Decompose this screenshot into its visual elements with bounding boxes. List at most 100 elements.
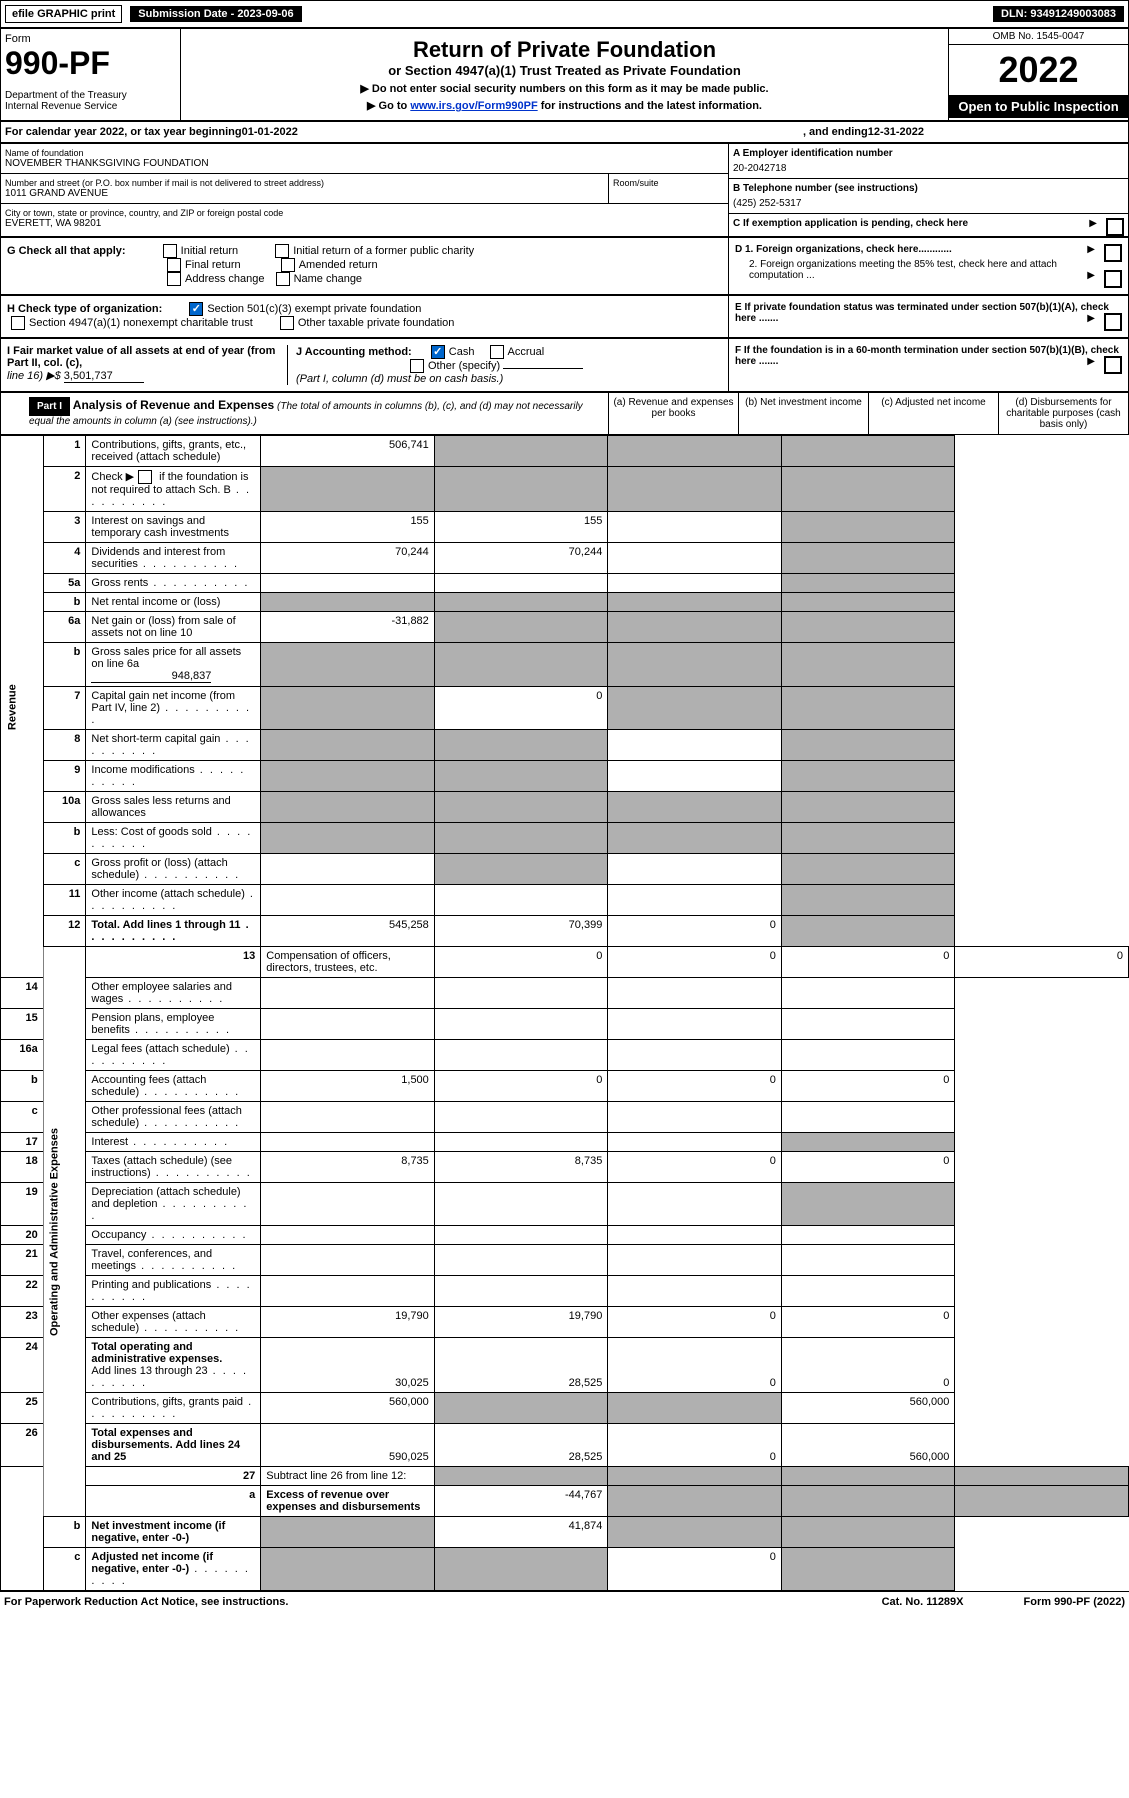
l9-c	[608, 761, 782, 792]
l16a-a	[261, 1040, 435, 1071]
l14-desc: Other employee salaries and wages	[86, 978, 261, 1009]
revenue-side: Revenue	[1, 436, 44, 978]
l22-desc: Printing and publications	[86, 1276, 261, 1307]
c-checkbox[interactable]	[1106, 218, 1124, 236]
g-address-cb[interactable]	[167, 272, 181, 286]
l3-desc: Interest on savings and temporary cash i…	[86, 512, 261, 543]
line-no: b	[43, 643, 86, 687]
instr-post: for instructions and the latest informat…	[538, 100, 762, 112]
l27b-a	[261, 1517, 435, 1548]
l24-c: 0	[608, 1338, 782, 1393]
l14-d	[781, 978, 955, 1009]
g-name-cb[interactable]	[276, 272, 290, 286]
e-cb[interactable]	[1104, 313, 1122, 331]
l12-b: 70,399	[434, 916, 608, 947]
g-o6: Name change	[294, 273, 363, 285]
line-no: a	[86, 1486, 261, 1517]
d1-cb[interactable]	[1104, 244, 1122, 262]
l18-b: 8,735	[434, 1152, 608, 1183]
l27-a	[434, 1467, 608, 1486]
form-header: Form 990-PF Department of the Treasury I…	[0, 28, 1129, 121]
j-cash-cb[interactable]	[431, 345, 445, 359]
l10a-c	[608, 792, 782, 823]
table-row: 23Other expenses (attach schedule)19,790…	[1, 1307, 1129, 1338]
dln: DLN: 93491249003083	[993, 6, 1124, 22]
efile-badge[interactable]: efile GRAPHIC print	[5, 5, 122, 23]
table-row: 4Dividends and interest from securities7…	[1, 543, 1129, 574]
l11-text: Other income (attach schedule)	[91, 888, 244, 900]
l7-d	[781, 687, 955, 730]
l6a-desc: Net gain or (loss) from sale of assets n…	[86, 612, 261, 643]
d1-label: D 1. Foreign organizations, check here..…	[735, 244, 952, 255]
h-o3: Other taxable private foundation	[298, 317, 455, 329]
g-final-cb[interactable]	[167, 258, 181, 272]
line-no: 3	[43, 512, 86, 543]
f-cb[interactable]	[1104, 356, 1122, 374]
city-state-zip: EVERETT, WA 98201	[5, 218, 724, 229]
l25-b	[434, 1393, 608, 1424]
l2-d	[781, 467, 955, 512]
l12-d	[781, 916, 955, 947]
table-row: 8Net short-term capital gain	[1, 730, 1129, 761]
g-initial-cb[interactable]	[163, 244, 177, 258]
l24-d: 0	[781, 1338, 955, 1393]
l10b-text: Less: Cost of goods sold	[91, 826, 211, 838]
d2-cb[interactable]	[1104, 270, 1122, 288]
line-no: b	[43, 823, 86, 854]
table-row: Operating and Administrative Expenses 13…	[1, 947, 1129, 978]
l5a-desc: Gross rents	[86, 574, 261, 593]
l14-c	[608, 978, 782, 1009]
line-no: 5a	[43, 574, 86, 593]
table-row: bGross sales price for all assets on lin…	[1, 643, 1129, 687]
h-o2: Section 4947(a)(1) nonexempt charitable …	[29, 317, 253, 329]
l1-desc: Contributions, gifts, grants, etc., rece…	[86, 436, 261, 467]
l1-a: 506,741	[261, 436, 435, 467]
l25-a: 560,000	[261, 1393, 435, 1424]
l27b-desc: Net investment income (if negative, ente…	[86, 1517, 261, 1548]
j-accrual-cb[interactable]	[490, 345, 504, 359]
table-row: bNet rental income or (loss)	[1, 593, 1129, 612]
j-other-cb[interactable]	[410, 359, 424, 373]
h-501c3-cb[interactable]	[189, 302, 203, 316]
l6b-b	[434, 643, 608, 687]
irs-link[interactable]: www.irs.gov/Form990PF	[410, 100, 537, 112]
g-o5: Address change	[185, 273, 265, 285]
l2-c	[608, 467, 782, 512]
l7-b: 0	[434, 687, 608, 730]
g-amended-cb[interactable]	[281, 258, 295, 272]
g-o2: Initial return of a former public charit…	[293, 245, 474, 257]
l16c-d	[781, 1102, 955, 1133]
l22-text: Printing and publications	[91, 1279, 211, 1291]
table-row: 7Capital gain net income (from Part IV, …	[1, 687, 1129, 730]
f-label: F If the foundation is in a 60-month ter…	[735, 345, 1119, 367]
l25-d: 560,000	[781, 1393, 955, 1424]
i-label: I Fair market value of all assets at end…	[7, 345, 275, 369]
line-no: b	[1, 1071, 44, 1102]
part1-table: Revenue 1Contributions, gifts, grants, e…	[0, 435, 1129, 1591]
l27b-c	[608, 1517, 782, 1548]
table-row: aExcess of revenue over expenses and dis…	[1, 1486, 1129, 1517]
line-no: 22	[1, 1276, 44, 1307]
l16c-c	[608, 1102, 782, 1133]
l27a-desc: Excess of revenue over expenses and disb…	[261, 1486, 435, 1517]
l20-text: Occupancy	[91, 1229, 146, 1241]
g-initial-former-cb[interactable]	[275, 244, 289, 258]
l23-d: 0	[781, 1307, 955, 1338]
l9-d	[781, 761, 955, 792]
j-accrual: Accrual	[508, 346, 545, 358]
h-other-cb[interactable]	[280, 316, 294, 330]
line-no: 19	[1, 1183, 44, 1226]
l17-text: Interest	[91, 1136, 128, 1148]
blank-side	[1, 1467, 44, 1591]
l15-b	[434, 1009, 608, 1040]
l10c-c	[608, 854, 782, 885]
line-no: c	[43, 854, 86, 885]
l12-a: 545,258	[261, 916, 435, 947]
l2-cb[interactable]	[138, 470, 152, 484]
h-4947-cb[interactable]	[11, 316, 25, 330]
section-g: G Check all that apply: Initial return I…	[0, 237, 1129, 295]
line-no: b	[43, 593, 86, 612]
l24-a: 30,025	[261, 1338, 435, 1393]
l4-d	[781, 543, 955, 574]
l19-b	[434, 1183, 608, 1226]
